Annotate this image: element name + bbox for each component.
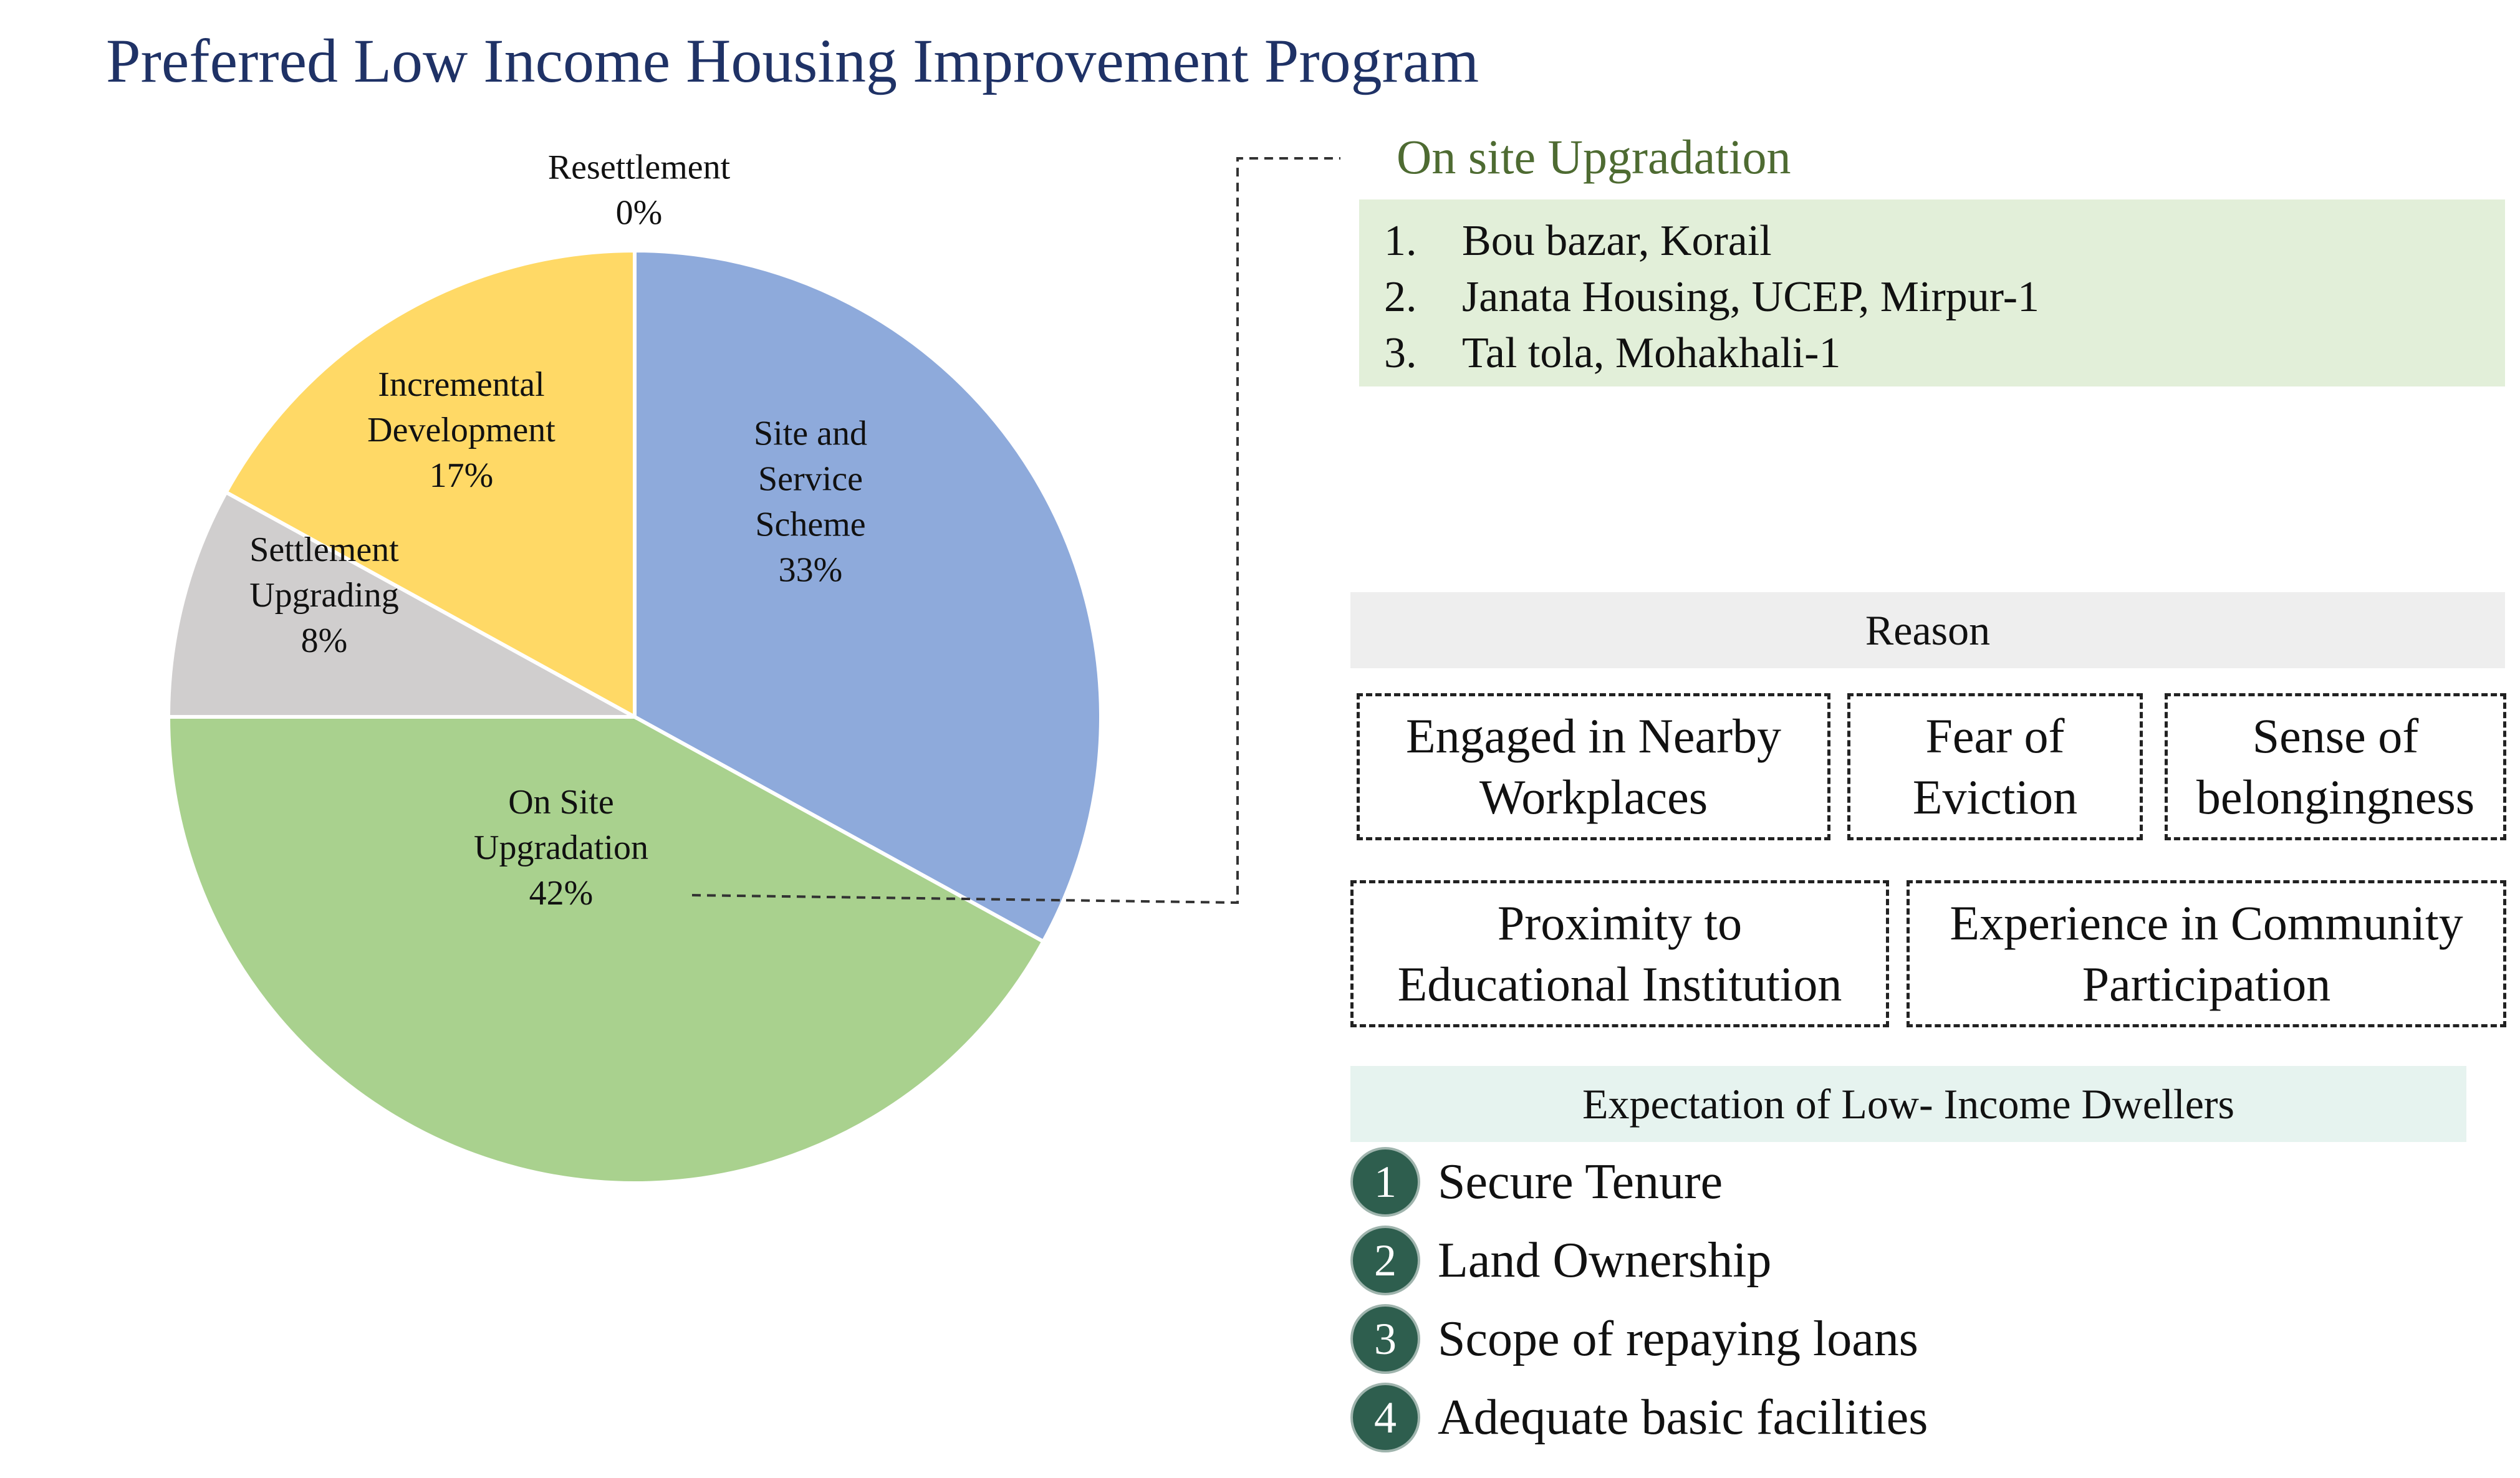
reason-line: Proximity to — [1497, 896, 1743, 950]
slice-category-label: Upgrading — [249, 576, 399, 615]
number-badge: 1 — [1350, 1147, 1420, 1217]
expectation-heading: Expectation of Low- Income Dwellers — [1350, 1066, 2466, 1142]
reason-line: Participation — [2082, 957, 2331, 1011]
expectation-text: Scope of repaying loans — [1438, 1311, 1918, 1366]
slice-category-label: On Site — [508, 783, 614, 822]
pie-slice-incremental-development — [223, 248, 637, 721]
slice-value-label: 33% — [779, 550, 843, 589]
reason-line: Eviction — [1912, 770, 2078, 824]
reason-line: Educational Institution — [1397, 957, 1842, 1011]
reason-heading: Reason — [1350, 592, 2505, 668]
site-name: Tal tola, Mohakhali-1 — [1462, 329, 1841, 377]
pie-slice-labels: Site and Service Scheme 33% On Site Upgradati… — [249, 148, 867, 913]
expectation-item: 3 Scope of repaying loans — [1350, 1302, 1918, 1376]
site-list-item: 3. Tal tola, Mohakhali-1 — [1384, 325, 2505, 381]
slice-category-label: Site and — [754, 414, 867, 453]
expectation-item: 1 Secure Tenure — [1350, 1144, 1723, 1219]
slice-category-label: Scheme — [755, 505, 865, 544]
reason-line: Fear of — [1925, 709, 2065, 763]
number-badge: 4 — [1350, 1383, 1420, 1452]
reason-box-education: Proximity to Educational Institution — [1350, 880, 1889, 1027]
reason-line: belongingness — [2196, 770, 2475, 824]
pie-slice-site-and-service-scheme — [633, 248, 1103, 944]
reason-box-belongingness: Sense of belongingness — [2165, 693, 2506, 840]
slice-value-label: 0% — [616, 193, 663, 232]
onsite-heading: On site Upgradation — [1397, 130, 1791, 184]
leader-line — [691, 157, 1340, 905]
slice-category-label: Incremental — [378, 365, 544, 404]
site-list: 1. Bou bazar, Korail 2. Janata Housing, … — [1359, 199, 2505, 386]
slice-value-label: 42% — [529, 874, 594, 913]
page-title: Preferred Low Income Housing Improvement… — [106, 26, 1479, 95]
reason-line: Workplaces — [1479, 770, 1708, 824]
expectation-item: 2 Land Ownership — [1350, 1223, 1771, 1298]
site-number: 3. — [1384, 329, 1417, 377]
slice-category-label: Development — [367, 411, 555, 449]
reason-line: Sense of — [2252, 709, 2419, 763]
slice-value-label: 8% — [301, 621, 348, 660]
site-number: 2. — [1384, 273, 1417, 321]
pie-chart: Site and Service Scheme 33% On Site Upgradati… — [166, 148, 1340, 1185]
reason-box-workplaces: Engaged in Nearby Workplaces — [1357, 693, 1830, 840]
number-badge: 3 — [1350, 1304, 1420, 1374]
slice-category-label: Resettlement — [548, 148, 731, 186]
slice-category-label: Settlement — [249, 530, 399, 569]
expectation-item: 4 Adequate basic facilities — [1350, 1380, 1928, 1455]
site-name: Bou bazar, Korail — [1462, 217, 1772, 265]
reason-box-community: Experience in Community Participation — [1907, 880, 2506, 1027]
reason-box-eviction: Fear of Eviction — [1847, 693, 2143, 840]
reason-line: Engaged in Nearby — [1405, 709, 1782, 763]
slice-category-label: Service — [758, 459, 863, 498]
pie-slice-on-site-upgradation — [166, 715, 1046, 1185]
expectation-text: Secure Tenure — [1438, 1154, 1723, 1209]
number-badge: 2 — [1350, 1226, 1420, 1295]
pie-slice-settlement-upgrading — [166, 489, 636, 719]
slice-value-label: 17% — [430, 456, 494, 495]
expectation-text: Adequate basic facilities — [1438, 1389, 1928, 1445]
expectation-text: Land Ownership — [1438, 1232, 1772, 1288]
reason-line: Experience in Community — [1950, 896, 2463, 950]
pie-slices — [166, 248, 1103, 1185]
site-name: Janata Housing, UCEP, Mirpur-1 — [1462, 273, 2040, 321]
site-list-item: 1. Bou bazar, Korail — [1384, 213, 2505, 269]
site-list-item: 2. Janata Housing, UCEP, Mirpur-1 — [1384, 269, 2505, 325]
slice-category-label: Upgradation — [474, 828, 648, 867]
site-number: 1. — [1384, 217, 1417, 265]
